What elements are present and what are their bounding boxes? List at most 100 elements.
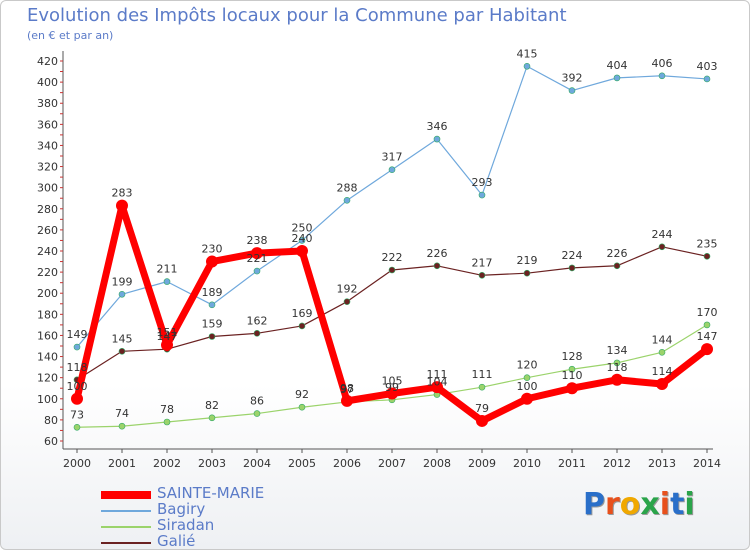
data-point-sainte-marie (296, 245, 308, 257)
data-point-siradan (208, 414, 216, 422)
data-point-gali- (118, 347, 126, 355)
data-label-siradan: 104 (427, 376, 448, 389)
data-point-bagiry (658, 72, 666, 80)
logo-letter: P (583, 487, 605, 522)
data-point-bagiry (118, 290, 126, 298)
y-tick-label: 420 (37, 55, 58, 68)
data-label-gali-: 118 (67, 361, 88, 374)
logo-letter: r (605, 487, 620, 522)
data-label-sainte-marie: 147 (697, 330, 718, 343)
y-tick-label: 200 (37, 287, 58, 300)
data-label-bagiry: 199 (112, 275, 133, 288)
data-point-bagiry (433, 135, 441, 143)
data-label-gali-: 162 (247, 314, 268, 327)
data-point-siradan (163, 418, 171, 426)
data-point-bagiry (163, 278, 171, 285)
data-label-siradan: 78 (160, 403, 174, 416)
x-tick-label: 2008 (423, 457, 451, 470)
data-point-gali- (523, 269, 531, 277)
data-label-gali-: 219 (517, 254, 538, 267)
data-point-gali- (298, 322, 306, 330)
data-point-siradan (703, 321, 711, 329)
data-label-bagiry: 403 (697, 60, 718, 73)
x-tick-label: 2003 (198, 457, 226, 470)
data-point-sainte-marie (206, 255, 218, 268)
data-point-sainte-marie (656, 378, 668, 390)
data-label-gali-: 192 (337, 283, 358, 296)
chart-title: Evolution des Impôts locaux pour la Comm… (27, 5, 567, 26)
y-tick-label: 100 (37, 393, 58, 406)
data-point-bagiry (478, 191, 486, 199)
logo-letter: t (670, 487, 685, 522)
data-point-gali- (568, 264, 576, 272)
legend-swatch (101, 510, 151, 512)
x-tick-label: 2006 (333, 457, 361, 470)
data-point-siradan (613, 359, 621, 367)
y-tick-label: 220 (37, 266, 58, 279)
legend-label: Galié (157, 532, 196, 550)
data-point-siradan (253, 410, 261, 417)
data-point-siradan (298, 403, 306, 411)
y-tick-label: 400 (37, 76, 58, 89)
data-label-bagiry: 221 (247, 252, 268, 265)
data-point-gali- (613, 262, 621, 270)
data-label-sainte-marie: 240 (292, 232, 313, 245)
data-point-bagiry (298, 237, 306, 244)
legend-swatch (101, 542, 151, 544)
data-label-bagiry: 415 (517, 47, 538, 60)
x-tick-label: 2005 (288, 457, 316, 470)
data-point-sainte-marie (431, 381, 443, 394)
y-tick-label: 340 (37, 139, 58, 152)
y-tick-label: 80 (44, 414, 58, 427)
data-label-gali-: 222 (382, 251, 403, 264)
data-label-bagiry: 189 (202, 286, 223, 299)
y-tick-label: 380 (37, 97, 58, 110)
data-label-siradan: 86 (250, 395, 264, 408)
logo-letter: x (640, 487, 660, 522)
data-label-gali-: 169 (292, 307, 313, 320)
data-point-siradan (523, 374, 531, 381)
logo-letter: o (619, 487, 641, 522)
data-label-gali-: 244 (652, 228, 673, 241)
logo-letter: i (659, 487, 671, 522)
data-label-bagiry: 317 (382, 151, 403, 164)
data-label-bagiry: 211 (157, 263, 178, 276)
data-point-sainte-marie (341, 394, 353, 407)
x-tick-label: 2011 (558, 457, 586, 470)
data-label-bagiry: 392 (562, 72, 583, 85)
data-label-siradan: 111 (472, 368, 493, 381)
x-tick-label: 2010 (513, 457, 541, 470)
data-label-bagiry: 250 (292, 221, 313, 234)
data-label-sainte-marie: 118 (607, 361, 628, 374)
data-point-sainte-marie (611, 373, 623, 386)
legend-label: Siradan (157, 516, 215, 534)
data-point-gali- (703, 252, 711, 260)
data-point-sainte-marie (521, 392, 533, 405)
series-line-bagiry (76, 65, 708, 348)
data-point-sainte-marie (476, 414, 488, 427)
data-point-bagiry (613, 74, 621, 82)
x-tick-label: 2002 (153, 457, 181, 470)
data-label-sainte-marie: 114 (652, 365, 673, 378)
data-label-siradan: 92 (295, 388, 309, 401)
data-label-bagiry: 149 (67, 328, 88, 341)
data-label-siradan: 74 (115, 407, 129, 420)
y-tick-label: 60 (44, 435, 58, 448)
data-point-gali- (208, 333, 216, 340)
y-tick-label: 360 (37, 118, 58, 131)
data-label-gali-: 226 (607, 247, 628, 260)
x-tick-label: 2000 (63, 457, 91, 470)
data-label-sainte-marie: 100 (517, 380, 538, 393)
x-tick-label: 2004 (243, 457, 271, 470)
data-point-siradan (568, 365, 576, 373)
data-label-sainte-marie: 283 (112, 187, 133, 200)
y-tick-label: 160 (37, 329, 58, 342)
y-tick-label: 320 (37, 161, 58, 174)
y-tick-label: 260 (37, 224, 58, 237)
x-tick-label: 2007 (378, 457, 406, 470)
data-point-gali- (658, 243, 666, 251)
legend-swatch (101, 491, 151, 499)
data-point-siradan (478, 383, 486, 391)
